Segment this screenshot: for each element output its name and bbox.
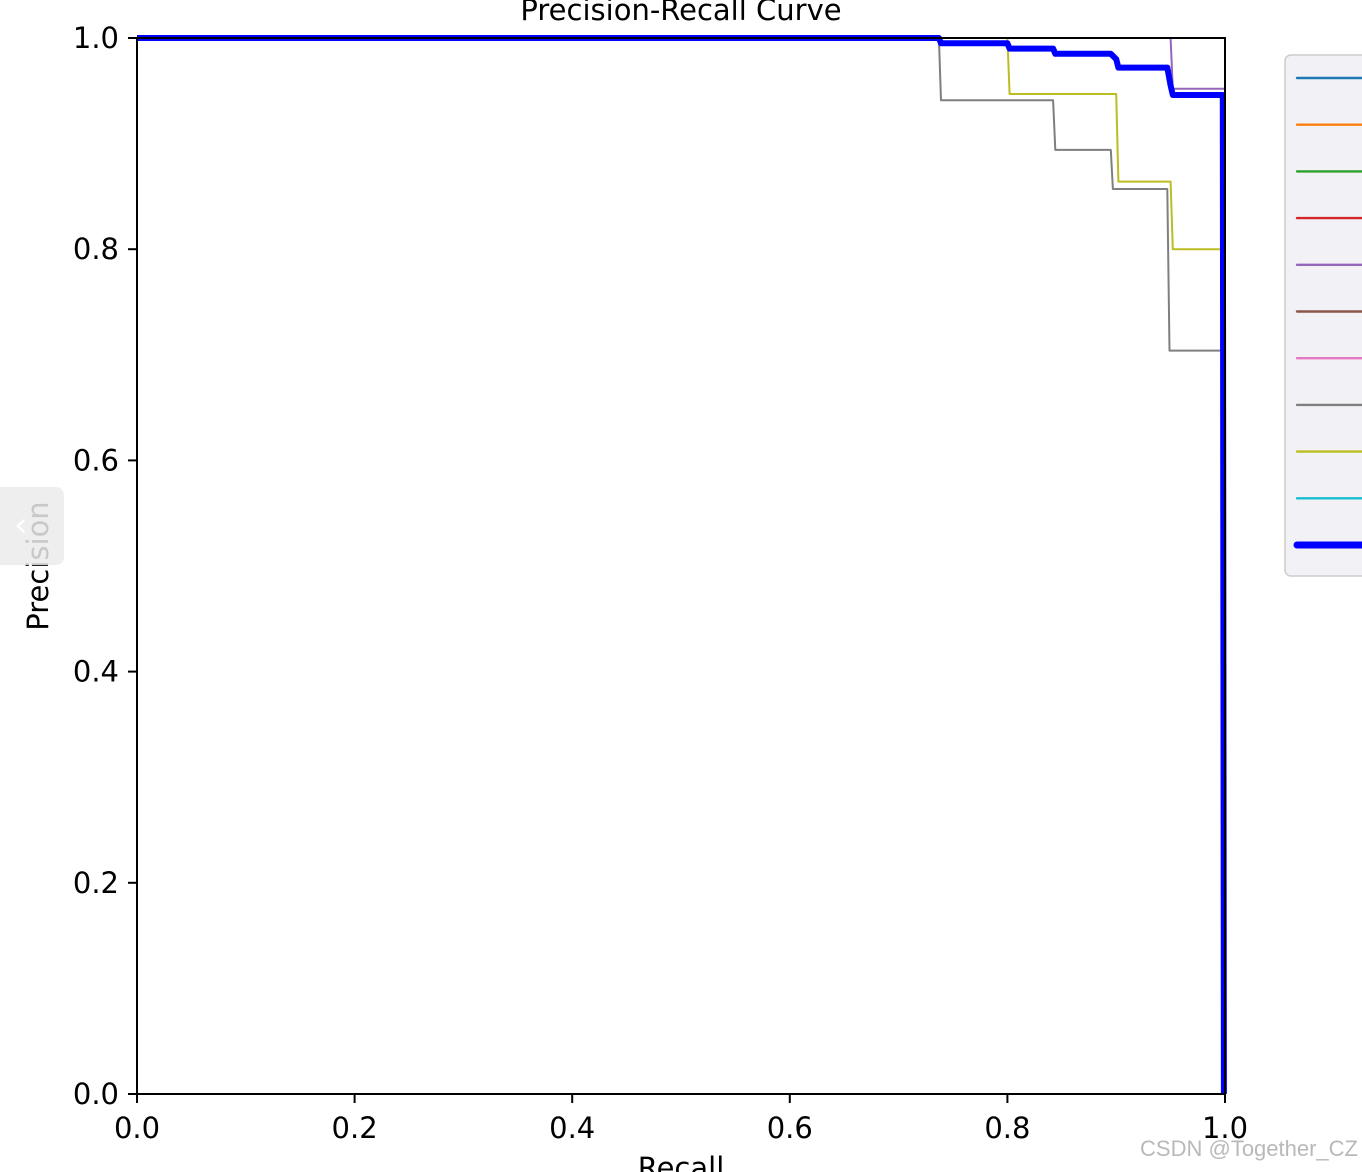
y-tick-label: 0.6 [73,443,119,477]
x-axis-label: Recall [638,1151,725,1172]
x-tick-label: 1.0 [1202,1111,1248,1145]
side-collapse-tab[interactable]: ‹ [0,487,64,565]
x-tick-label: 0.4 [549,1111,595,1145]
plot-frame [136,37,1226,1095]
y-tick-label: 0.8 [73,232,119,266]
y-tick-label: 0.2 [73,866,119,900]
x-tick-label: 0.0 [114,1111,160,1145]
series-line-11 [137,35,1227,1095]
series-line-9 [137,37,1225,1095]
y-tick-label: 1.0 [73,21,119,55]
watermark: CSDN @Together_CZ [1140,1136,1358,1161]
y-tick-label: 0.4 [73,655,119,689]
series-line-8 [137,37,1225,1095]
x-axis: 0.0 0.2 0.4 0.6 0.8 1.0 [114,1094,1248,1145]
legend-lines [1293,76,1362,549]
legend [1284,54,1362,577]
chevron-left-icon: ‹ [14,505,28,545]
plot-area [137,38,1225,1094]
legend-box [1284,54,1362,577]
x-tick-label: 0.6 [767,1111,813,1145]
y-axis: 0.0 0.2 0.4 0.6 0.8 1.0 [73,21,137,1111]
x-tick-label: 0.8 [984,1111,1030,1145]
x-tick-label: 0.2 [332,1111,378,1145]
y-tick-label: 0.0 [73,1077,119,1111]
chart-title: Precision-Recall Curve [520,0,841,27]
